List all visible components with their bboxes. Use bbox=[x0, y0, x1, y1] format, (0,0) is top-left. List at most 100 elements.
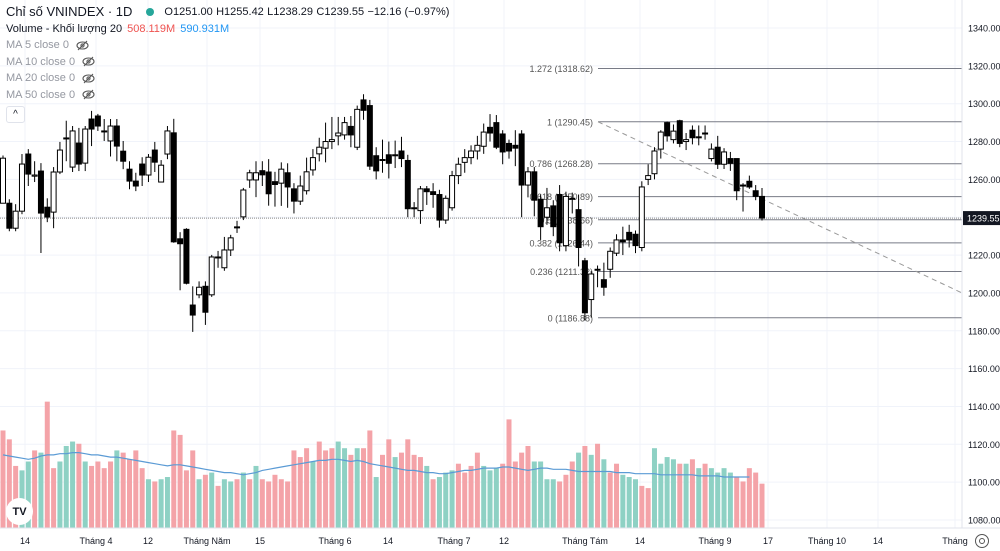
candle bbox=[411, 207, 418, 210]
candle bbox=[683, 139, 690, 143]
volume-bar bbox=[361, 448, 367, 528]
candle bbox=[594, 268, 601, 271]
volume-bar bbox=[550, 479, 556, 528]
volume-bar bbox=[645, 488, 651, 528]
volume-bar bbox=[164, 477, 170, 528]
candle bbox=[227, 237, 234, 251]
volume-bar bbox=[746, 468, 752, 528]
volume-label[interactable]: Volume - Khối lượng 20 bbox=[6, 22, 123, 35]
indicator-ma10[interactable]: MA 10 close 0 bbox=[6, 54, 449, 71]
volume-bar bbox=[386, 439, 392, 528]
candle bbox=[31, 174, 38, 177]
volume-bar bbox=[689, 459, 695, 528]
volume-bar bbox=[715, 472, 721, 528]
symbol-title[interactable]: Chỉ số VNINDEX · 1D bbox=[6, 4, 133, 19]
time-tick: 14 bbox=[873, 536, 883, 546]
candle bbox=[619, 239, 626, 243]
volume-bar bbox=[424, 465, 430, 528]
candle bbox=[126, 168, 133, 182]
volume-bar bbox=[512, 461, 518, 528]
volume-bar bbox=[152, 481, 158, 528]
candle bbox=[670, 130, 677, 141]
collapse-legend-button[interactable]: ^ bbox=[6, 106, 25, 123]
volume-bar bbox=[38, 452, 44, 528]
volume-bar bbox=[525, 445, 531, 528]
volume-bar bbox=[519, 452, 525, 528]
price-tick: 1320.00 bbox=[968, 61, 1000, 71]
candle bbox=[56, 149, 63, 173]
price-tick: 1260.00 bbox=[968, 175, 1000, 185]
candle bbox=[44, 206, 51, 218]
indicator-ma5[interactable]: MA 5 close 0 bbox=[6, 37, 449, 54]
volume-bar bbox=[209, 472, 215, 528]
candle bbox=[499, 133, 506, 153]
volume-bar bbox=[392, 457, 398, 528]
ohlc-open: O1251.00 bbox=[164, 6, 213, 18]
indicator-label: MA 20 close 0 bbox=[6, 72, 76, 84]
volume-bar bbox=[569, 461, 575, 528]
eye-off-icon[interactable] bbox=[82, 73, 95, 84]
volume-bar bbox=[468, 465, 474, 528]
volume-bar bbox=[76, 443, 82, 528]
volume-bar bbox=[190, 450, 196, 528]
volume-bar bbox=[316, 441, 322, 528]
time-tick: 17 bbox=[763, 536, 773, 546]
candle bbox=[50, 171, 57, 213]
eye-off-icon[interactable] bbox=[82, 56, 95, 67]
fib-level-label: 0.236 (1211.32) bbox=[530, 267, 593, 277]
price-tick: 1120.00 bbox=[968, 440, 1000, 450]
fib-level-label: 0 (1186.88) bbox=[548, 313, 593, 323]
candle bbox=[556, 194, 563, 244]
candle bbox=[759, 195, 765, 219]
volume-bar bbox=[538, 461, 544, 528]
volume-bar bbox=[626, 477, 632, 528]
eye-off-icon[interactable] bbox=[82, 89, 95, 100]
volume-bar bbox=[639, 485, 645, 528]
time-tick: 15 bbox=[255, 536, 265, 546]
eye-off-icon[interactable] bbox=[76, 40, 89, 51]
candle bbox=[752, 190, 759, 197]
market-status-dot bbox=[146, 8, 155, 17]
volume-bar bbox=[487, 470, 493, 528]
indicator-ma50[interactable]: MA 50 close 0 bbox=[6, 87, 449, 104]
ohlc-close: C1239.55 bbox=[316, 6, 365, 18]
volume-bar bbox=[753, 472, 759, 528]
volume-bar bbox=[658, 463, 664, 528]
volume-bar bbox=[380, 454, 385, 528]
volume-bar bbox=[297, 457, 303, 528]
price-tick: 1280.00 bbox=[968, 137, 1000, 147]
volume-bar bbox=[139, 468, 145, 528]
volume-bar bbox=[481, 465, 487, 528]
volume-bar bbox=[734, 477, 740, 528]
candle bbox=[626, 231, 633, 241]
indicator-label: MA 50 close 0 bbox=[6, 88, 76, 101]
indicator-ma20[interactable]: MA 20 close 0 bbox=[6, 70, 449, 87]
candle bbox=[303, 171, 310, 192]
candle bbox=[708, 148, 715, 160]
candle bbox=[733, 158, 740, 192]
indicator-label: MA 10 close 0 bbox=[6, 55, 76, 68]
volume-bar bbox=[373, 477, 379, 528]
time-tick: 14 bbox=[383, 536, 393, 546]
candle bbox=[417, 188, 424, 212]
symbol-row: Chỉ số VNINDEX · 1D O1251.00 H1255.42 L1… bbox=[6, 4, 449, 21]
candle bbox=[284, 172, 291, 188]
fib-level-label: 1.272 (1318.62) bbox=[529, 64, 593, 74]
volume-bar bbox=[304, 448, 310, 528]
candle bbox=[208, 256, 215, 296]
time-tick: Tháng Năm bbox=[183, 536, 230, 546]
candle bbox=[740, 184, 747, 187]
tradingview-logo[interactable]: TV bbox=[6, 498, 33, 525]
svg-text:1239.55: 1239.55 bbox=[967, 214, 1000, 224]
volume-bar bbox=[335, 441, 341, 528]
candle bbox=[657, 131, 664, 150]
ohlc-high: H1255.42 bbox=[216, 6, 264, 18]
volume-bar bbox=[563, 474, 569, 528]
candle bbox=[82, 128, 89, 164]
settings-icon[interactable] bbox=[975, 534, 989, 548]
candle bbox=[63, 137, 70, 140]
candle bbox=[721, 151, 728, 165]
candle bbox=[455, 163, 462, 177]
candle bbox=[436, 194, 443, 221]
